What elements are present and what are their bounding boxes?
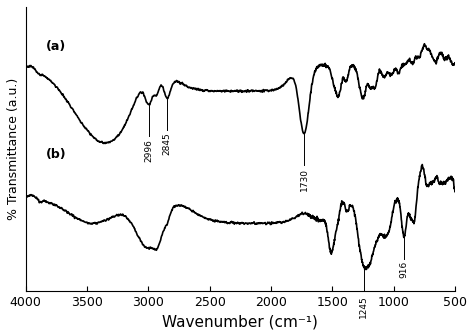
Text: (b): (b) bbox=[46, 148, 67, 161]
Text: 2845: 2845 bbox=[163, 133, 172, 156]
Text: (a): (a) bbox=[46, 40, 67, 53]
Text: 1245: 1245 bbox=[359, 295, 368, 318]
Text: 1730: 1730 bbox=[300, 168, 309, 191]
Y-axis label: % Transmittance (a.u.): % Transmittance (a.u.) bbox=[7, 78, 20, 220]
X-axis label: Wavenumber (cm⁻¹): Wavenumber (cm⁻¹) bbox=[162, 314, 318, 329]
Text: 2996: 2996 bbox=[144, 139, 153, 162]
Text: 916: 916 bbox=[400, 261, 409, 279]
